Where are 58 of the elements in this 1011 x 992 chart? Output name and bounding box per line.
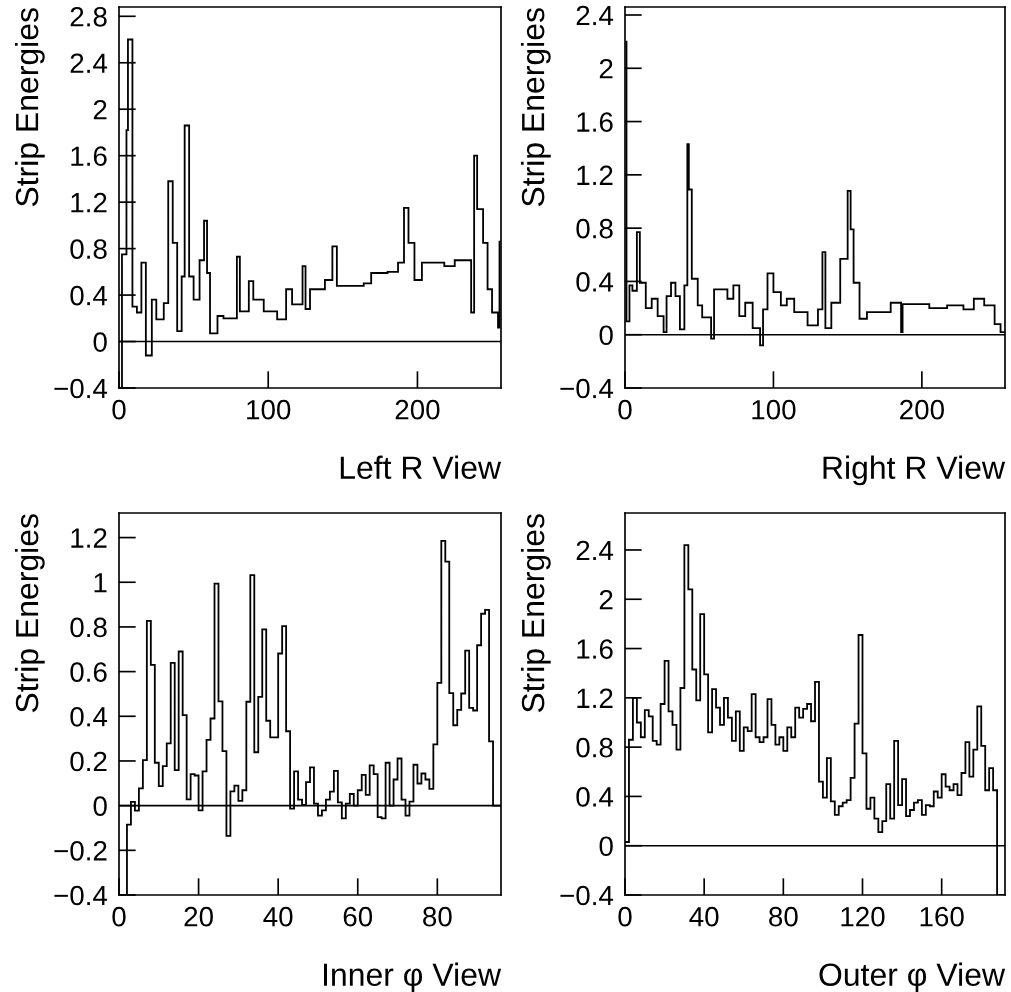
- y-tick-label: 0.8: [70, 617, 107, 638]
- x-tick-label: 0: [618, 399, 632, 420]
- y-tick-label: 0.8: [576, 218, 613, 239]
- y-axis-title: Strip Energies: [520, 8, 551, 207]
- y-tick-label: 2.4: [576, 540, 614, 561]
- y-tick-label: 1.6: [577, 639, 613, 659]
- y-tick-label: 0.4: [70, 285, 108, 306]
- x-tick-label: 20: [184, 906, 213, 927]
- y-tick-label: 0.4: [576, 787, 614, 807]
- y-tick-label: 1.6: [71, 146, 107, 167]
- y-tick-label: 1.2: [71, 528, 107, 548]
- x-tick-label: 80: [423, 906, 452, 927]
- x-tick-label: 0: [112, 906, 126, 927]
- y-tick-label: 2: [93, 99, 107, 120]
- x-tick-label: 0: [618, 906, 632, 927]
- y-tick-label: 0: [93, 796, 107, 816]
- y-tick-label: 0: [93, 332, 107, 352]
- x-tick-label: 200: [900, 399, 944, 420]
- x-tick-label: 40: [689, 906, 719, 927]
- x-tick-label: 200: [395, 399, 440, 420]
- y-tick-label: 1.2: [577, 165, 613, 185]
- y-tick-label: 0.8: [70, 239, 107, 259]
- y-tick-label: −0.4: [54, 885, 108, 906]
- x-axis-title: Right R View: [823, 455, 1006, 486]
- y-tick-label: 2: [599, 589, 613, 610]
- y-tick-label: 0: [599, 836, 613, 857]
- y-tick-label: 2.4: [70, 53, 108, 73]
- y-tick-label: 1.6: [577, 112, 613, 132]
- x-axis-title: Left R View: [340, 455, 502, 480]
- y-tick-label: 1: [94, 573, 107, 593]
- x-tick-label: 40: [263, 906, 293, 927]
- y-axis-title: Strip Energies: [14, 514, 45, 713]
- y-tick-label: 0.6: [70, 662, 107, 682]
- x-tick-label: 80: [769, 906, 798, 927]
- x-tick-label: 160: [920, 906, 964, 927]
- y-tick-label: 1.2: [577, 688, 613, 708]
- y-tick-label: −0.4: [560, 378, 614, 399]
- y-tick-label: 2: [599, 58, 613, 79]
- x-tick-label: 60: [343, 906, 373, 927]
- y-tick-label: 2.4: [576, 5, 614, 26]
- y-tick-label: 0.2: [70, 751, 107, 772]
- x-axis-title: Inner φ View: [324, 962, 502, 992]
- y-tick-label: 2.8: [70, 6, 107, 27]
- x-tick-label: 0: [112, 399, 126, 420]
- y-tick-label: −0.4: [54, 378, 108, 399]
- y-tick-label: 0: [599, 325, 613, 346]
- x-tick-label: 100: [752, 399, 796, 420]
- x-tick-label: 100: [247, 399, 291, 420]
- x-tick-label: 120: [841, 906, 885, 927]
- y-tick-label: −0.2: [54, 840, 107, 861]
- x-axis-title: Outer φ View: [819, 962, 1006, 992]
- y-tick-label: 0.8: [576, 737, 613, 758]
- y-tick-label: 0.4: [70, 706, 108, 727]
- y-tick-label: 1.2: [71, 192, 107, 213]
- y-tick-label: 0.4: [576, 272, 614, 292]
- y-axis-title: Strip Energies: [14, 8, 45, 207]
- y-axis-title: Strip Energies: [520, 514, 551, 713]
- y-tick-label: −0.4: [560, 885, 614, 906]
